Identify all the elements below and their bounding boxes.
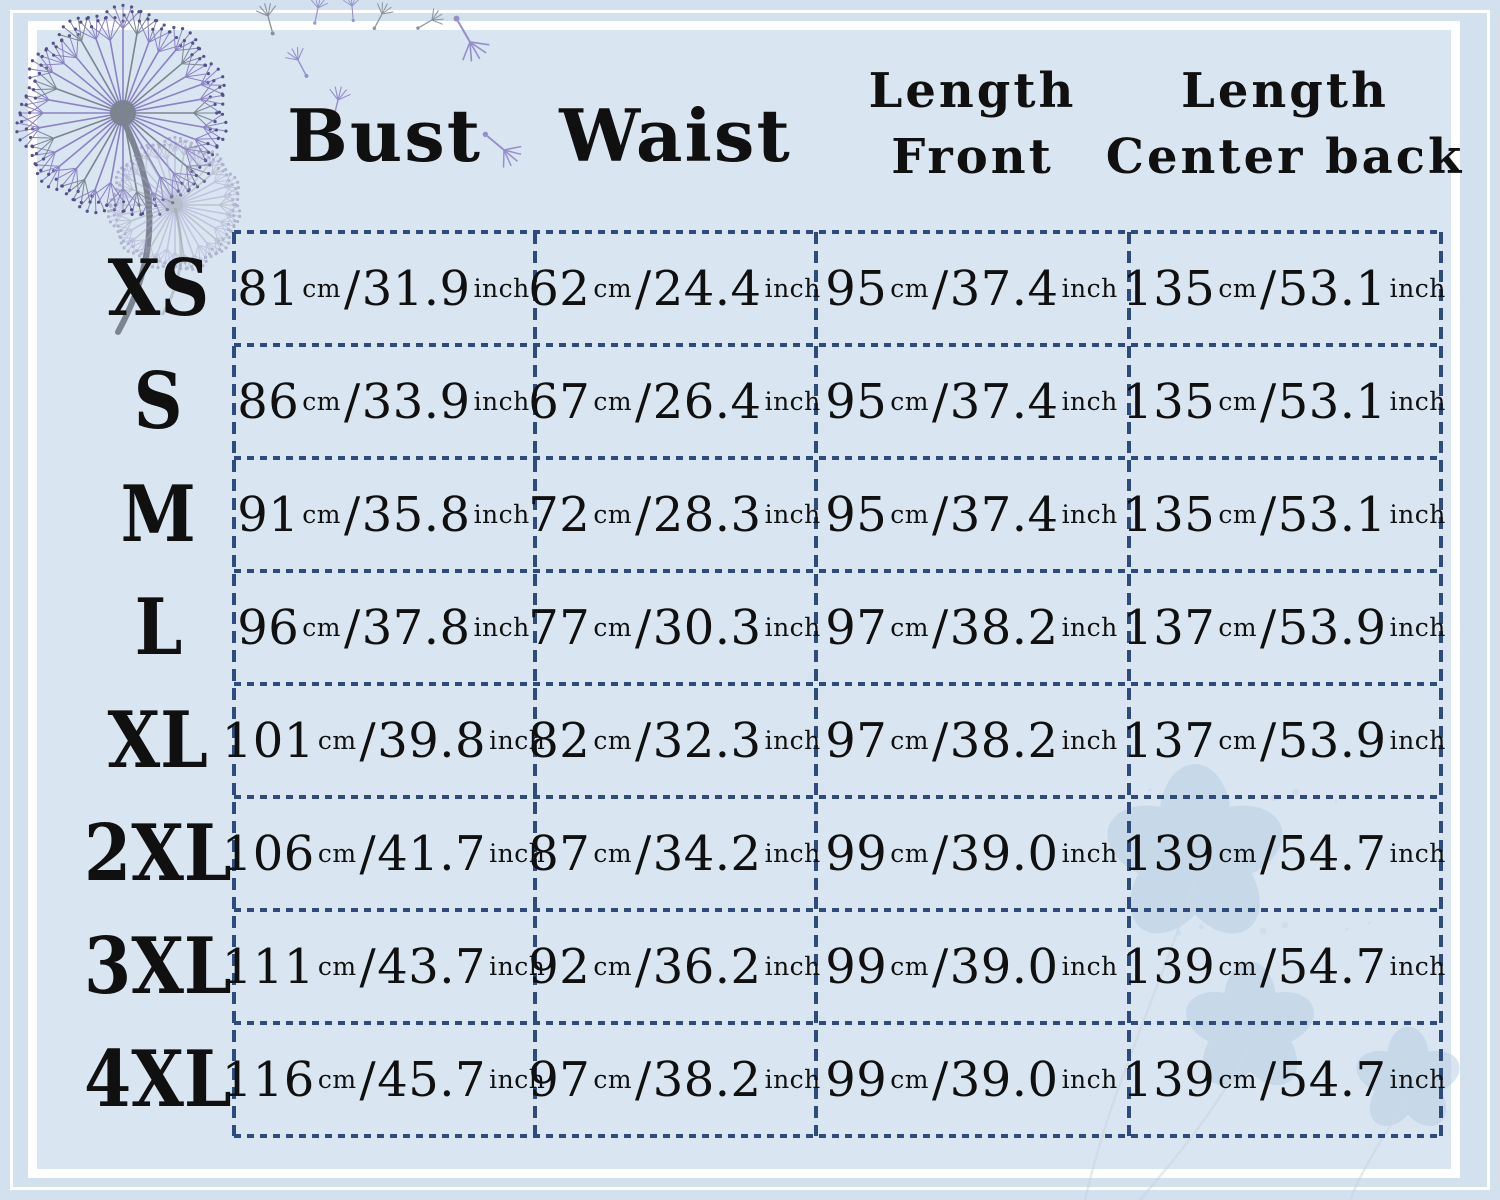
measurement-cell: 139 cm/54.7 inch xyxy=(1122,825,1446,882)
measurement-cell: 116 cm/45.7 inch xyxy=(221,1051,546,1108)
row-label: M xyxy=(120,469,196,560)
measurement-cell: 139 cm/54.7 inch xyxy=(1122,938,1446,995)
column-header-bust: Bust xyxy=(234,99,535,173)
measurements-table: 81 cm/31.9 inch 62 cm/24.4 inch 95 cm/37.4 inc… xyxy=(221,232,1446,1136)
measurement-cell: 81 cm/31.9 inch xyxy=(237,260,530,317)
column-header-label: Front xyxy=(891,129,1054,185)
column-header-length-center-back: Length Center back xyxy=(1106,58,1462,190)
row-label: 4XL xyxy=(84,1034,232,1125)
column-header-label: Length xyxy=(868,63,1077,119)
measurement-cell: 67 cm/26.4 inch xyxy=(528,373,821,430)
measurement-cell: 62 cm/24.4 inch xyxy=(528,260,821,317)
measurement-cell: 137 cm/53.9 inch xyxy=(1122,712,1446,769)
row-label: L xyxy=(134,582,182,673)
measurement-cell: 137 cm/53.9 inch xyxy=(1122,599,1446,656)
measurement-cell: 99 cm/39.0 inch xyxy=(825,938,1118,995)
column-header-waist: Waist xyxy=(535,99,816,173)
measurement-cell: 95 cm/37.4 inch xyxy=(825,373,1118,430)
measurement-cell: 99 cm/39.0 inch xyxy=(825,1051,1118,1108)
measurement-cell: 96 cm/37.8 inch xyxy=(237,599,530,656)
row-label: XS xyxy=(107,243,209,334)
column-header-length-front: Length Front xyxy=(816,58,1129,190)
measurement-cell: 95 cm/37.4 inch xyxy=(825,486,1118,543)
measurement-cell: 139 cm/54.7 inch xyxy=(1122,1051,1446,1108)
row-label: 2XL xyxy=(84,808,232,899)
measurement-cell: 87 cm/34.2 inch xyxy=(528,825,821,882)
column-header-label: Bust xyxy=(287,93,482,178)
measurement-cell: 97 cm/38.2 inch xyxy=(825,599,1118,656)
measurement-cell: 92 cm/36.2 inch xyxy=(528,938,821,995)
measurement-cell: 82 cm/32.3 inch xyxy=(528,712,821,769)
measurement-cell: 106 cm/41.7 inch xyxy=(221,825,546,882)
measurement-cell: 97 cm/38.2 inch xyxy=(528,1051,821,1108)
measurement-cell: 111 cm/43.7 inch xyxy=(221,938,546,995)
measurement-cell: 95 cm/37.4 inch xyxy=(825,260,1118,317)
measurement-cell: 77 cm/30.3 inch xyxy=(528,599,821,656)
measurement-cell: 135 cm/53.1 inch xyxy=(1122,373,1446,430)
inner-panel-frame xyxy=(28,21,1460,1178)
column-header-label: Center back xyxy=(1105,129,1465,185)
row-label: 3XL xyxy=(84,921,232,1012)
measurement-cell: 72 cm/28.3 inch xyxy=(528,486,821,543)
row-label: XL xyxy=(107,695,209,786)
measurement-cell: 135 cm/53.1 inch xyxy=(1122,260,1446,317)
size-label-column: XS S M L XL 2XL 3XL 4XL xyxy=(58,232,258,1136)
measurement-cell: 97 cm/38.2 inch xyxy=(825,712,1118,769)
column-header-label: Waist xyxy=(559,93,792,178)
outer-frame xyxy=(10,10,1490,1190)
measurement-cell: 99 cm/39.0 inch xyxy=(825,825,1118,882)
row-label: S xyxy=(133,356,183,447)
column-header-label: Length xyxy=(1181,63,1389,119)
measurement-cell: 86 cm/33.9 inch xyxy=(237,373,530,430)
measurement-cell: 101 cm/39.8 inch xyxy=(221,712,546,769)
measurement-cell: 135 cm/53.1 inch xyxy=(1122,486,1446,543)
measurement-cell: 91 cm/35.8 inch xyxy=(237,486,530,543)
